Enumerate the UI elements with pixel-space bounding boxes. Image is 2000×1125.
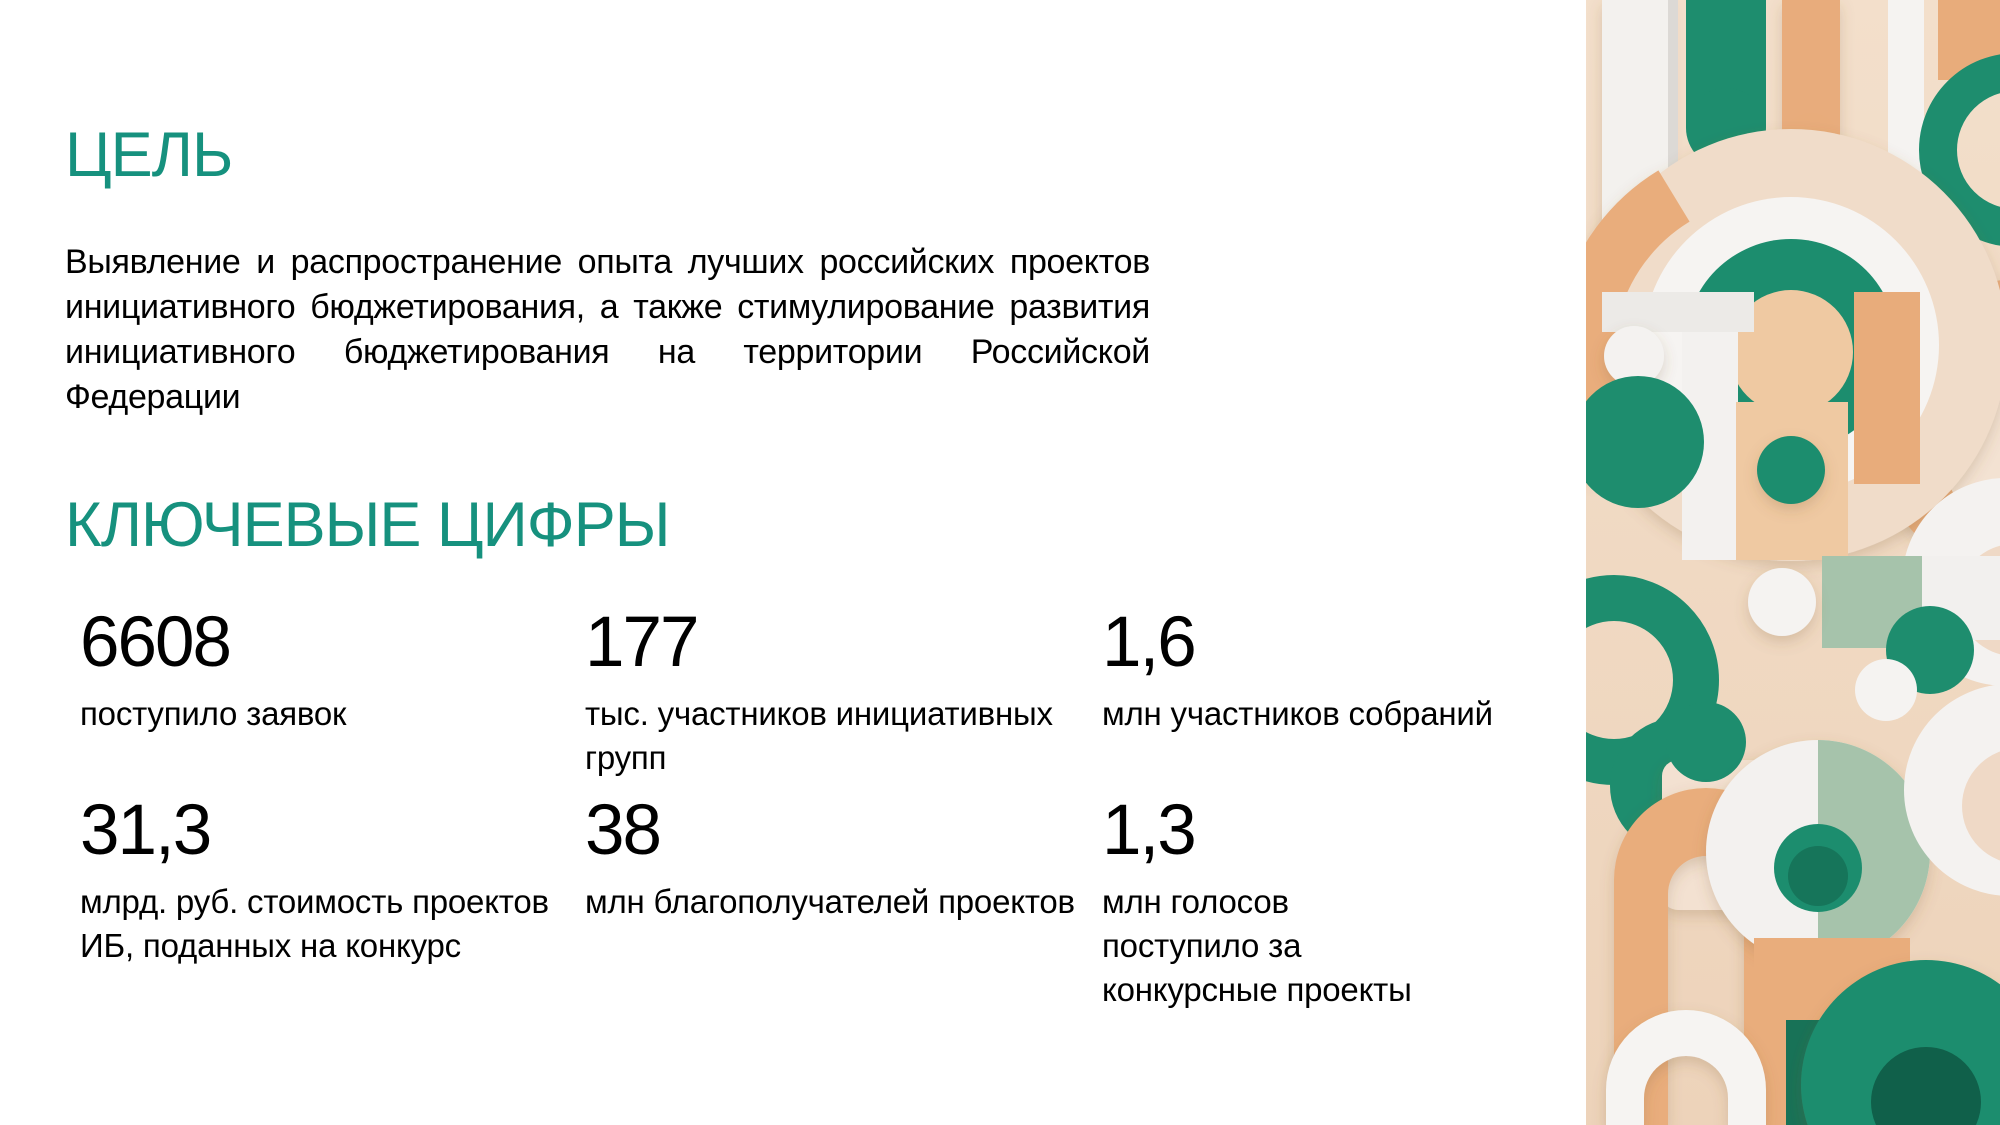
key-figures-grid: 6608 поступило заявок 177 тыс. участнико… — [80, 606, 1590, 1012]
decorative-art-panel — [1586, 0, 2000, 1125]
stat-project-cost: 31,3 млрд. руб. стоимость проектов ИБ, п… — [80, 794, 585, 1012]
goal-heading: ЦЕЛЬ — [65, 120, 233, 190]
stat-votes: 1,3 млн голосов поступило за конкурсные … — [1102, 794, 1590, 1012]
stat-label: млрд. руб. стоимость проектов ИБ, поданн… — [80, 883, 549, 964]
stat-value: 31,3 — [80, 791, 212, 870]
stat-label: тыс. участников инициативных групп — [585, 695, 1053, 776]
key-figures-heading: КЛЮЧЕВЫЕ ЦИФРЫ — [65, 490, 670, 560]
decorative-arches-image — [1586, 0, 2000, 1125]
stat-applications: 6608 поступило заявок — [80, 606, 585, 794]
stat-initiative-group-members: 177 тыс. участников инициативных групп — [585, 606, 1102, 794]
stat-value: 6608 — [80, 603, 232, 682]
stat-label: поступило заявок — [80, 695, 347, 732]
stat-label: млн участников собраний — [1102, 695, 1493, 732]
stat-value: 1,6 — [1102, 603, 1197, 682]
stat-beneficiaries: 38 млн благополучателей проектов — [585, 794, 1102, 1012]
stat-meeting-participants: 1,6 млн участников собраний — [1102, 606, 1590, 794]
stat-value: 1,3 — [1102, 791, 1197, 870]
stat-label: млн голосов поступило за конкурсные прое… — [1102, 883, 1412, 1008]
goal-text: Выявление и распространение опыта лучших… — [65, 243, 1150, 416]
stat-value: 177 — [585, 603, 699, 682]
stat-label: млн благополучателей проектов — [585, 883, 1075, 920]
stat-value: 38 — [585, 791, 662, 870]
